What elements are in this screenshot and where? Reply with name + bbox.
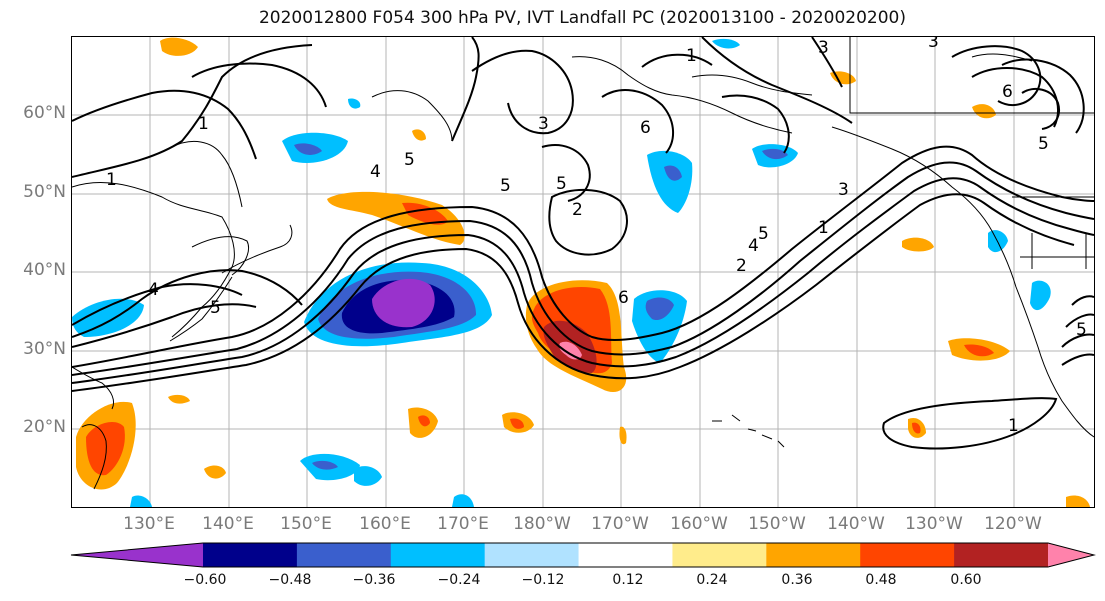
contour-label: 4 [370, 162, 381, 182]
colorbar-extend-low [71, 543, 203, 567]
colorbar-cell [766, 543, 861, 567]
contour-label: 1 [106, 170, 117, 190]
colorbar-tick: 0.60 [950, 572, 982, 588]
colorbar-tick: −0.12 [521, 572, 565, 588]
colorbar-tick: 0.24 [696, 572, 728, 588]
lon-label-150w: 150°W [748, 514, 806, 534]
map-title: 2020012800 F054 300 hPa PV, IVT Landfall… [258, 8, 906, 28]
lon-label-160e: 160°E [359, 514, 411, 534]
contour-label: 6 [618, 288, 629, 308]
contour-label: 3 [538, 114, 549, 134]
contour-label: 1 [818, 218, 829, 238]
ivt-negative-anomaly-central-pacific [304, 262, 492, 347]
lat-label-40n: 40°N [23, 260, 66, 280]
map-canvas: 1 1 5 4 5 5 3 5 2 3 6 6 5 4 2 1 3 4 5 6 … [72, 37, 1094, 507]
ivt-negative-anomaly-east-of-180 [632, 290, 687, 363]
contour-label: 6 [1002, 82, 1013, 102]
pv-contour-labels: 1 1 5 4 5 5 3 5 2 3 6 6 5 4 2 1 3 4 5 6 … [106, 37, 1087, 436]
colorbar-extend-high [1048, 543, 1094, 567]
lon-label-120w: 120°W [984, 514, 1042, 534]
contour-label: 4 [148, 280, 159, 300]
lon-label-140e: 140°E [202, 514, 254, 534]
colorbar-tick: 0.48 [865, 572, 897, 588]
contour-label: 1 [1008, 416, 1019, 436]
colorbar-tick: −0.60 [183, 572, 227, 588]
colorbar-tick: −0.36 [352, 572, 396, 588]
contour-label: 3 [818, 38, 829, 58]
colorbar-tick: −0.48 [268, 572, 312, 588]
colorbar-cell [578, 543, 673, 567]
contour-label: 2 [736, 256, 747, 276]
colorbar-tick: −0.24 [437, 572, 481, 588]
colorbar-cell [954, 543, 1049, 567]
contour-label: 5 [1038, 134, 1049, 154]
contour-label: 3 [838, 180, 849, 200]
colorbar-tick: 0.36 [781, 572, 813, 588]
contour-label: 3 [928, 37, 939, 52]
ivt-positive-anomaly-180 [525, 280, 627, 393]
lon-label-170w: 170°W [591, 514, 649, 534]
lat-label-60n: 60°N [23, 103, 66, 123]
contour-label: 1 [686, 46, 697, 66]
lon-label-180w: 180°W [513, 514, 571, 534]
colorbar-cell [860, 543, 955, 567]
contour-label: 5 [210, 298, 221, 318]
contour-label: 2 [572, 200, 583, 220]
contour-label: 5 [1076, 320, 1087, 340]
colorbar-cell [484, 543, 580, 567]
map-panel: 1 1 5 4 5 5 3 5 2 3 6 6 5 4 2 1 3 4 5 6 … [71, 36, 1095, 508]
contour-label: 5 [500, 176, 511, 196]
colorbar-cell [672, 543, 767, 567]
colorbar-cell [390, 543, 486, 567]
contour-label: 6 [640, 118, 651, 138]
lon-label-170e: 170°E [437, 514, 489, 534]
lat-label-20n: 20°N [23, 417, 66, 437]
lon-label-160w: 160°W [670, 514, 728, 534]
contour-label: 5 [404, 150, 415, 170]
colorbar-cell [203, 543, 298, 567]
pv-contours [72, 37, 1094, 450]
lon-label-140w: 140°W [827, 514, 885, 534]
colorbar [70, 542, 1096, 568]
contour-label: 4 [748, 236, 759, 256]
colorbar-outline [70, 542, 1096, 568]
contour-label: 1 [198, 114, 209, 134]
colorbar-cell [296, 543, 392, 567]
colorbar-cells [71, 543, 1094, 567]
lon-label-150e: 150°E [280, 514, 332, 534]
ivt-positive-anomaly-nw-pacific [327, 191, 465, 245]
contour-label: 5 [758, 224, 769, 244]
coastlines [72, 37, 1094, 490]
lat-label-50n: 50°N [23, 182, 66, 202]
ivt-small-anomalies [72, 37, 1090, 507]
lon-label-130e: 130°E [123, 514, 175, 534]
contour-label: 5 [556, 174, 567, 194]
lon-label-130w: 130°W [905, 514, 963, 534]
lat-label-30n: 30°N [23, 339, 66, 359]
colorbar-tick: 0.12 [612, 572, 644, 588]
